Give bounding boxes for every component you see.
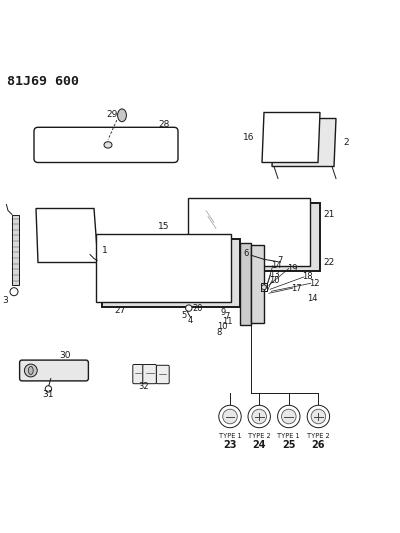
Text: 4: 4 bbox=[188, 316, 193, 325]
Polygon shape bbox=[262, 112, 320, 163]
Polygon shape bbox=[12, 214, 19, 285]
Text: 17: 17 bbox=[291, 284, 301, 293]
Circle shape bbox=[252, 409, 266, 424]
Text: 20: 20 bbox=[192, 304, 202, 312]
Text: 10: 10 bbox=[270, 277, 280, 285]
Ellipse shape bbox=[118, 109, 126, 122]
Text: 18: 18 bbox=[302, 272, 312, 281]
Polygon shape bbox=[196, 203, 320, 271]
Text: 31: 31 bbox=[43, 390, 54, 399]
Text: 81J69 600: 81J69 600 bbox=[7, 75, 79, 88]
FancyBboxPatch shape bbox=[34, 127, 178, 163]
Text: 29: 29 bbox=[106, 110, 118, 119]
Text: 14: 14 bbox=[271, 261, 281, 270]
Circle shape bbox=[24, 364, 37, 377]
Text: 1: 1 bbox=[102, 246, 108, 255]
Polygon shape bbox=[102, 238, 240, 306]
Text: 15: 15 bbox=[158, 222, 169, 231]
Text: 30: 30 bbox=[60, 351, 71, 360]
Text: 6: 6 bbox=[244, 249, 249, 258]
FancyBboxPatch shape bbox=[143, 365, 156, 384]
Circle shape bbox=[45, 386, 52, 392]
Ellipse shape bbox=[28, 367, 33, 375]
Polygon shape bbox=[188, 198, 310, 265]
Text: 19: 19 bbox=[287, 264, 297, 273]
Polygon shape bbox=[251, 245, 264, 324]
Text: TYPE 1: TYPE 1 bbox=[219, 432, 241, 439]
Text: 13: 13 bbox=[269, 270, 279, 279]
Circle shape bbox=[186, 305, 192, 311]
Text: 2: 2 bbox=[343, 138, 349, 147]
Text: 32: 32 bbox=[139, 382, 149, 391]
Text: 21: 21 bbox=[323, 210, 334, 219]
Text: TYPE 2: TYPE 2 bbox=[248, 432, 270, 439]
Circle shape bbox=[10, 288, 18, 296]
Text: 7: 7 bbox=[224, 312, 230, 321]
Text: 9: 9 bbox=[220, 308, 226, 317]
Circle shape bbox=[219, 405, 241, 427]
Circle shape bbox=[248, 405, 270, 427]
Polygon shape bbox=[96, 233, 231, 302]
Text: 14: 14 bbox=[307, 294, 317, 303]
Text: 26: 26 bbox=[312, 440, 325, 450]
Text: TYPE 1: TYPE 1 bbox=[278, 432, 300, 439]
Text: 8: 8 bbox=[216, 328, 222, 337]
Circle shape bbox=[311, 409, 326, 424]
Polygon shape bbox=[240, 243, 251, 325]
Circle shape bbox=[262, 285, 266, 290]
Polygon shape bbox=[36, 208, 98, 262]
Text: 12: 12 bbox=[309, 279, 319, 288]
Circle shape bbox=[282, 409, 296, 424]
FancyBboxPatch shape bbox=[156, 365, 169, 384]
Text: 27: 27 bbox=[114, 306, 126, 315]
Text: 3: 3 bbox=[2, 296, 8, 305]
Polygon shape bbox=[272, 118, 336, 166]
Text: 28: 28 bbox=[158, 119, 170, 128]
Circle shape bbox=[307, 405, 330, 427]
Circle shape bbox=[278, 405, 300, 427]
Text: 5: 5 bbox=[181, 311, 187, 320]
Text: 11: 11 bbox=[222, 317, 232, 326]
Text: TYPE 2: TYPE 2 bbox=[307, 432, 330, 439]
Text: 22: 22 bbox=[323, 258, 334, 267]
Text: 23: 23 bbox=[223, 440, 237, 450]
FancyBboxPatch shape bbox=[133, 365, 143, 384]
Text: 24: 24 bbox=[252, 440, 266, 450]
Circle shape bbox=[223, 409, 237, 424]
Ellipse shape bbox=[104, 142, 112, 148]
Text: 7: 7 bbox=[277, 256, 283, 265]
Text: 10: 10 bbox=[217, 322, 227, 332]
Text: 16: 16 bbox=[242, 133, 254, 142]
FancyBboxPatch shape bbox=[20, 360, 88, 381]
Text: 25: 25 bbox=[282, 440, 296, 450]
